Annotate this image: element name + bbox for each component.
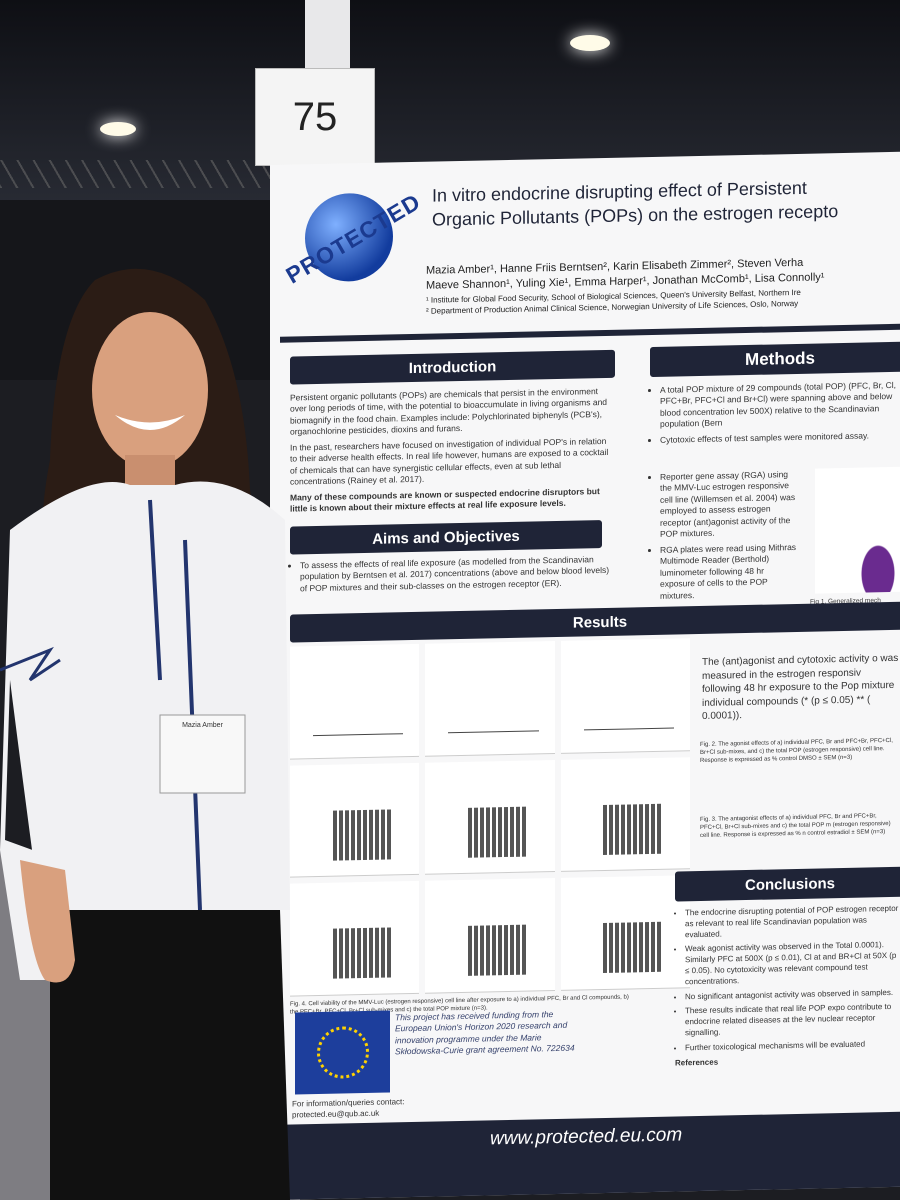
emphasis: Many of these compounds are known or sus… (290, 485, 600, 514)
trousers (50, 910, 290, 1200)
list-item: No significant antagonist activity was o… (685, 987, 900, 1002)
footer-bar (280, 1111, 900, 1200)
list-item: Reporter gene assay (RGA) using the MMV-… (660, 469, 800, 541)
results-chart (290, 762, 420, 878)
list-item: These results indicate that real life PO… (685, 1002, 900, 1039)
paragraph: In the past, researchers have focused on… (290, 435, 609, 487)
section-heading: Results (290, 601, 900, 643)
name-badge (159, 714, 246, 794)
intro-text: Persistent organic pollutants (POPs) are… (290, 386, 615, 519)
smile (115, 415, 185, 430)
results-chart (560, 875, 690, 991)
badge-name: Mazia Amber (182, 722, 223, 729)
divider (280, 323, 900, 343)
paragraph: Persistent organic pollutants (POPs) are… (290, 386, 608, 437)
face (92, 312, 208, 468)
list-item: Weak agonist activity was observed in th… (685, 940, 900, 988)
truss (0, 160, 270, 188)
pole (305, 0, 350, 75)
section-heading: Conclusions (675, 866, 900, 902)
results-chart (425, 641, 555, 757)
website: www.protected.eu.com (490, 1124, 683, 1150)
results-chart (290, 643, 420, 760)
results-chart (290, 881, 420, 997)
results-text: The (ant)agonist and cytotoxic activity … (702, 652, 899, 722)
list-item: The endocrine disrupting potential of PO… (685, 904, 900, 941)
methods-text: A total POP mixture of 29 compounds (tot… (650, 380, 900, 451)
section-heading: Methods (650, 341, 900, 378)
contact-line: protected.eu@qub.ac.uk (292, 1108, 380, 1120)
contact: For information/queries contact: protect… (292, 1097, 412, 1121)
section-heading: Aims and Objectives (290, 520, 602, 555)
aims-text: To assess the effects of real life expos… (290, 554, 610, 599)
mechanism-figure (815, 466, 900, 594)
list: To assess the effects of real life expos… (290, 554, 610, 595)
methods-text: Reporter gene assay (RGA) using the MMV-… (650, 469, 800, 606)
section-heading: Introduction (290, 349, 615, 385)
conclusions-text: The endocrine disrupting potential of PO… (675, 904, 900, 1069)
list: Reporter gene assay (RGA) using the MMV-… (650, 469, 800, 602)
list-item: RGA plates were read using Mithras Multi… (660, 542, 800, 602)
results-chart (560, 756, 690, 873)
list-item: A total POP mixture of 29 compounds (tot… (660, 380, 900, 431)
results-chart (425, 878, 555, 994)
hand (20, 860, 75, 983)
eu-flag (295, 1010, 390, 1095)
figure-caption: Fig. 3. The antagonist effects of a) ind… (700, 813, 891, 840)
list: A total POP mixture of 29 compounds (tot… (650, 380, 900, 447)
list-item: Cytotoxic effects of test samples were m… (660, 430, 900, 446)
figure-caption: Fig. 2. The agonist effects of a) indivi… (700, 737, 893, 765)
light (100, 122, 136, 136)
eu-stars (316, 1025, 369, 1080)
results-chart (560, 638, 690, 754)
blouse-trim (0, 646, 61, 682)
title: In vitro endocrine disrupting effect of … (432, 174, 900, 232)
list-item: To assess the effects of real life expos… (300, 554, 610, 595)
authors: Mazia Amber¹, Hanne Friis Berntsen², Kar… (426, 254, 900, 317)
list-item: Further toxicological mechanisms will be… (685, 1039, 900, 1054)
person (0, 268, 290, 1200)
results-chart (425, 759, 555, 876)
light (570, 35, 610, 51)
list: The endocrine disrupting potential of PO… (675, 904, 900, 1054)
poster: PROTECTED In vitro endocrine disrupting … (270, 151, 900, 1200)
blouse (0, 481, 290, 980)
chart-grid (290, 638, 690, 997)
references-heading: References (675, 1057, 719, 1068)
funding: This project has received funding from t… (395, 1009, 575, 1057)
sign: 75 (255, 68, 375, 166)
